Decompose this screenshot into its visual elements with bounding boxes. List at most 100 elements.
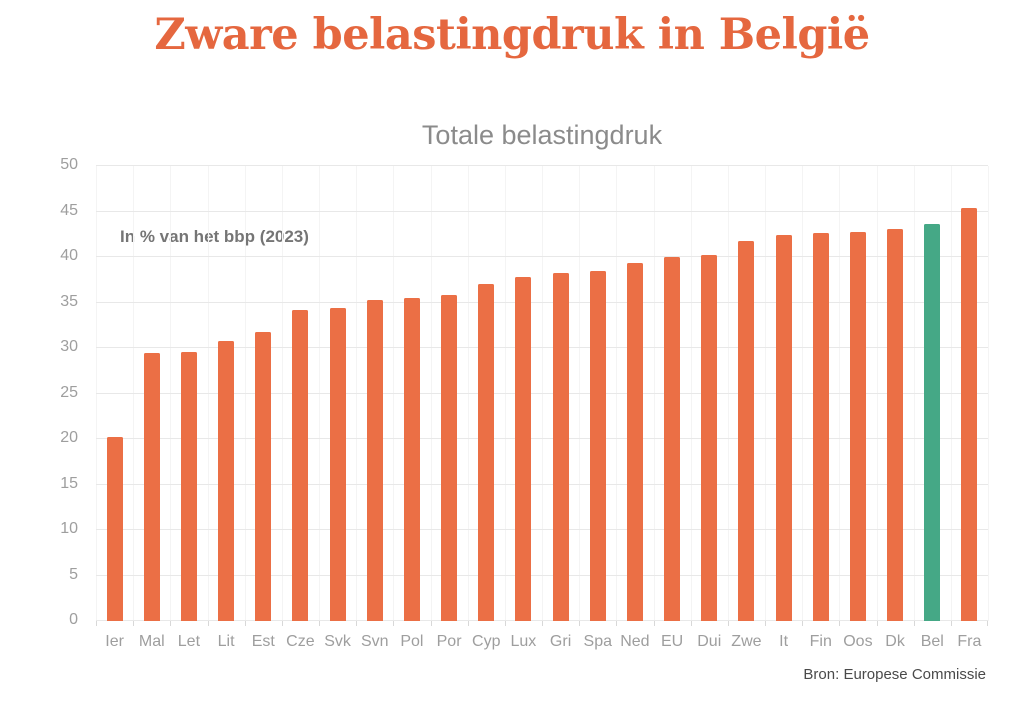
x-axis-tick: [542, 621, 543, 626]
x-tick-label-cyp: Cyp: [472, 633, 501, 650]
x-tick-label-it: It: [779, 633, 789, 650]
x-tick-label-dui: Dui: [697, 633, 722, 650]
category-boundary-line: [579, 166, 581, 621]
bar-spa: [589, 270, 606, 621]
category-boundary-line: [96, 166, 97, 621]
category-boundary-line: [653, 166, 655, 621]
x-tick-label-fra: Fra: [957, 633, 982, 650]
category-boundary-line: [281, 166, 283, 621]
gridline-20: [96, 438, 988, 439]
bar-let: [180, 351, 197, 621]
category-boundary-line: [319, 166, 320, 621]
x-tick-label-cze: Cze: [286, 633, 315, 650]
x-tick-label-spa: Spa: [583, 633, 612, 650]
bar-oos: [849, 231, 866, 621]
category-boundary-line: [876, 166, 878, 621]
bar-svn: [366, 299, 383, 621]
x-axis-tick: [802, 621, 804, 626]
y-tick-label-50: 50: [60, 156, 78, 173]
gridline-5: [96, 574, 988, 576]
category-boundary-line: [839, 166, 841, 621]
bar-est: [255, 331, 272, 621]
gridline-30: [96, 347, 988, 348]
x-tick-label-eu: EU: [660, 633, 684, 650]
x-tick-label-est: Est: [251, 633, 275, 650]
x-axis: Ier Mal Let Lit Est Cze Svk Svn Pol Por Cyp Lux Gri S…: [96, 633, 988, 655]
category-boundary-line: [393, 166, 395, 621]
category-boundary-line: [170, 166, 172, 621]
y-tick-label-40: 40: [60, 247, 78, 264]
gridline-50: [96, 165, 988, 166]
x-tick-label-gri: Gri: [549, 633, 572, 650]
x-axis-tick: [727, 621, 729, 626]
x-axis-tick: [244, 621, 246, 626]
y-tick-label-0: 0: [69, 611, 78, 628]
gridline-25: [96, 392, 988, 394]
bar-lit: [218, 340, 235, 621]
bar-zwe: [738, 240, 755, 621]
category-boundary-line: [356, 166, 358, 621]
category-boundary-line: [244, 166, 246, 621]
x-tick-label-let: Let: [177, 633, 201, 650]
x-axis-tick: [207, 621, 209, 626]
gridline-10: [96, 529, 988, 530]
bar-gri: [552, 273, 569, 621]
x-tick-label-ned: Ned: [620, 633, 650, 650]
gridline-0: [96, 620, 988, 621]
x-tick-label-por: Por: [436, 633, 462, 650]
bar-it: [775, 235, 792, 621]
x-tick-label-oos: Oos: [843, 633, 873, 650]
x-tick-label-fin: Fin: [809, 633, 832, 650]
x-tick-label-pol: Pol: [400, 633, 424, 650]
x-axis-tick: [504, 621, 506, 626]
x-axis-tick: [170, 621, 172, 626]
gridline-35: [96, 301, 988, 303]
x-axis-tick: [690, 621, 692, 626]
category-boundary-line: [467, 166, 469, 621]
bar-fra: [961, 207, 978, 621]
x-tick-label-ier: Ier: [105, 633, 124, 650]
plot-area: [96, 165, 989, 626]
category-boundary-line: [504, 166, 506, 621]
category-boundary-line: [430, 166, 432, 621]
category-boundary-line: [988, 166, 989, 621]
bar-bel: [924, 224, 941, 621]
x-tick-label-mal: Mal: [138, 633, 165, 650]
x-axis-tick: [987, 621, 988, 626]
y-axis: 0 5 10 15 20 25 30 35 40 45 50: [30, 156, 78, 628]
x-axis-tick: [839, 621, 841, 626]
x-axis-tick: [579, 621, 581, 626]
x-tick-label-bel: Bel: [920, 633, 944, 650]
y-tick-label-45: 45: [60, 201, 78, 219]
y-tick-label-35: 35: [60, 292, 78, 310]
x-axis-tick: [913, 621, 915, 626]
x-axis-tick: [356, 621, 358, 626]
category-boundary-line: [765, 166, 766, 621]
category-boundary-line: [950, 166, 952, 621]
x-tick-label-svk: Svk: [324, 633, 351, 650]
x-tick-label-zwe: Zwe: [731, 633, 762, 650]
x-axis-tick: [133, 621, 135, 626]
y-tick-label-30: 30: [60, 338, 78, 355]
x-axis-tick: [96, 621, 97, 626]
y-tick-label-5: 5: [69, 565, 78, 583]
bar-ier: [106, 437, 123, 621]
x-axis-tick: [430, 621, 432, 626]
category-boundary-line: [727, 166, 729, 621]
x-axis-tick: [950, 621, 952, 626]
bar-ned: [626, 263, 643, 621]
bar-pol: [403, 297, 420, 621]
category-boundary-line: [207, 166, 209, 621]
gridline-15: [96, 483, 988, 485]
chart-annotation: In % van het bbp (2023): [120, 227, 309, 246]
bar-por: [441, 295, 458, 621]
gridline-40: [96, 256, 988, 257]
chart-title: Totale belastingdruk: [421, 120, 663, 150]
bar-cyp: [478, 284, 495, 621]
x-axis-tick: [319, 621, 320, 626]
bar-cze: [292, 309, 309, 621]
gridline-45: [96, 210, 988, 212]
bar-svk: [329, 307, 346, 621]
x-axis-tick: [467, 621, 469, 626]
x-axis-tick: [653, 621, 655, 626]
